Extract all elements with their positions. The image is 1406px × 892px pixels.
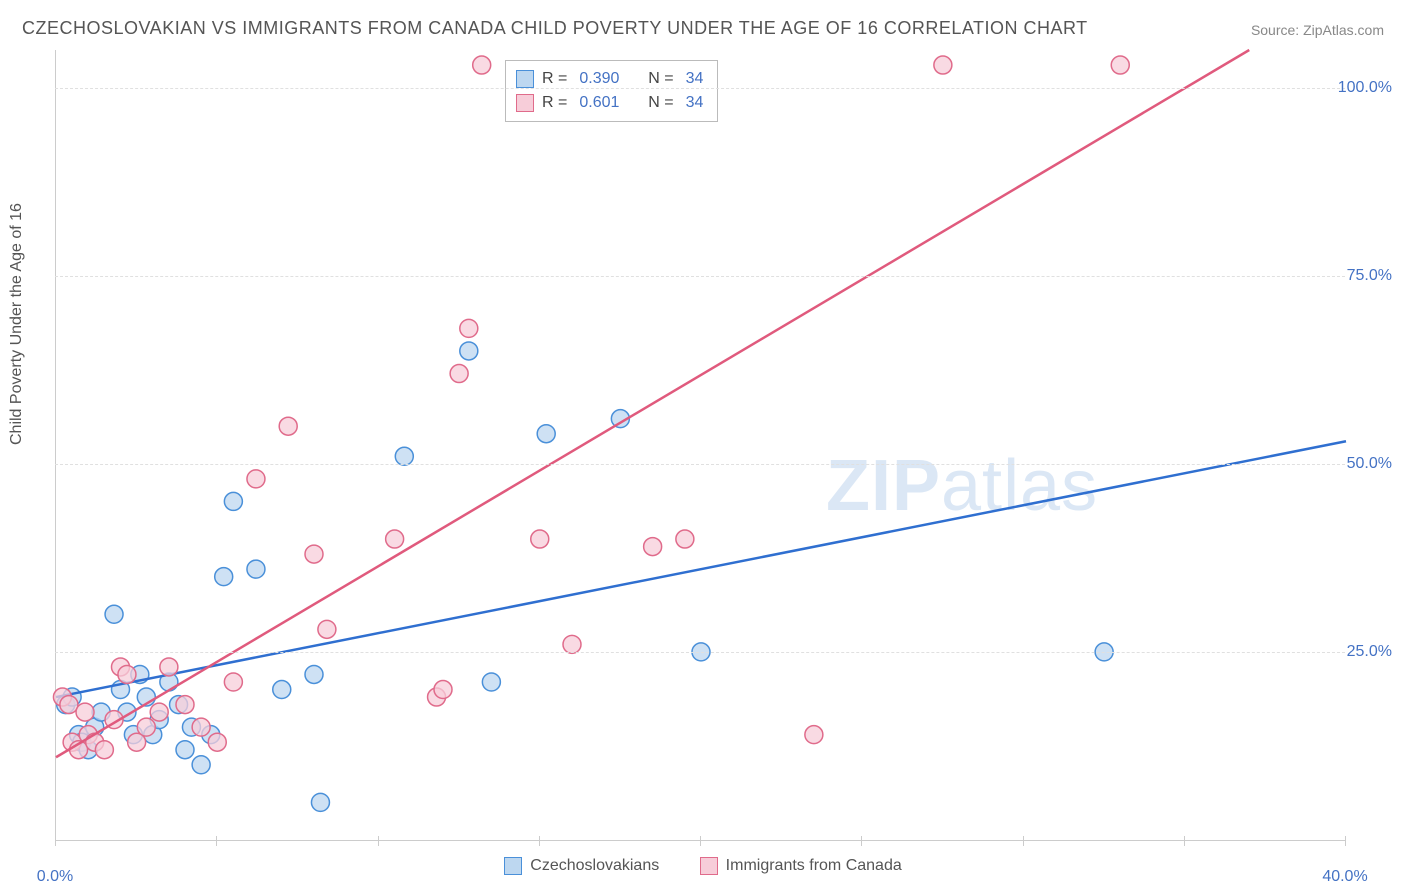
r-value: 0.601 <box>579 94 619 112</box>
x-tick-mark <box>1184 836 1185 846</box>
series-legend: Czechoslovakians Immigrants from Canada <box>0 857 1406 880</box>
y-tick-label: 25.0% <box>1347 643 1392 661</box>
r-label: R = <box>542 70 567 88</box>
source-label: Source: ZipAtlas.com <box>1251 22 1384 38</box>
r-value: 0.390 <box>579 70 619 88</box>
data-point <box>386 530 404 548</box>
data-point <box>192 756 210 774</box>
data-point <box>215 568 233 586</box>
data-point <box>305 545 323 563</box>
data-point <box>208 733 226 751</box>
data-point <box>273 681 291 699</box>
gridline <box>55 88 1345 89</box>
n-value: 34 <box>686 70 704 88</box>
chart-canvas <box>56 50 1346 840</box>
data-point <box>473 56 491 74</box>
data-point <box>247 470 265 488</box>
data-point <box>160 658 178 676</box>
data-point <box>1111 56 1129 74</box>
data-point <box>192 718 210 736</box>
plot-area: ZIPatlas <box>55 50 1346 841</box>
data-point <box>176 696 194 714</box>
data-point <box>76 703 94 721</box>
data-point <box>676 530 694 548</box>
x-tick-mark <box>216 836 217 846</box>
correlation-legend: R = 0.390 N = 34 R = 0.601 N = 34 <box>505 60 718 122</box>
data-point <box>460 319 478 337</box>
data-point <box>805 726 823 744</box>
x-tick-mark <box>861 836 862 846</box>
n-label: N = <box>648 70 673 88</box>
data-point <box>537 425 555 443</box>
x-tick-mark <box>55 836 56 846</box>
data-point <box>105 605 123 623</box>
swatch-series-2 <box>700 857 718 875</box>
data-point <box>224 673 242 691</box>
legend-label: Immigrants from Canada <box>726 857 902 875</box>
x-tick-label: 0.0% <box>37 868 73 886</box>
data-point <box>60 696 78 714</box>
gridline <box>55 276 1345 277</box>
data-point <box>118 665 136 683</box>
data-point <box>644 538 662 556</box>
x-tick-mark <box>378 836 379 846</box>
data-point <box>176 741 194 759</box>
data-point <box>311 793 329 811</box>
swatch-series-1 <box>504 857 522 875</box>
gridline <box>55 652 1345 653</box>
data-point <box>95 741 113 759</box>
x-tick-mark <box>1023 836 1024 846</box>
legend-item-2: Immigrants from Canada <box>700 857 902 875</box>
data-point <box>460 342 478 360</box>
data-point <box>450 365 468 383</box>
x-tick-label: 40.0% <box>1322 868 1367 886</box>
n-label: N = <box>648 94 673 112</box>
data-point <box>318 620 336 638</box>
legend-row-series-2: R = 0.601 N = 34 <box>516 91 707 115</box>
swatch-series-1 <box>516 70 534 88</box>
n-value: 34 <box>686 94 704 112</box>
legend-label: Czechoslovakians <box>530 857 659 875</box>
swatch-series-2 <box>516 94 534 112</box>
y-axis-label: Child Poverty Under the Age of 16 <box>8 203 26 445</box>
data-point <box>395 447 413 465</box>
r-label: R = <box>542 94 567 112</box>
data-point <box>482 673 500 691</box>
x-tick-mark <box>539 836 540 846</box>
data-point <box>305 665 323 683</box>
data-point <box>247 560 265 578</box>
data-point <box>224 492 242 510</box>
data-point <box>934 56 952 74</box>
legend-item-1: Czechoslovakians <box>504 857 659 875</box>
data-point <box>434 681 452 699</box>
y-tick-label: 75.0% <box>1347 267 1392 285</box>
y-tick-label: 100.0% <box>1338 79 1392 97</box>
x-tick-mark <box>700 836 701 846</box>
data-point <box>137 718 155 736</box>
data-point <box>279 417 297 435</box>
y-tick-label: 50.0% <box>1347 455 1392 473</box>
data-point <box>150 703 168 721</box>
data-point <box>531 530 549 548</box>
gridline <box>55 464 1345 465</box>
chart-title: CZECHOSLOVAKIAN VS IMMIGRANTS FROM CANAD… <box>22 18 1088 39</box>
data-point <box>563 635 581 653</box>
x-tick-mark <box>1345 836 1346 846</box>
